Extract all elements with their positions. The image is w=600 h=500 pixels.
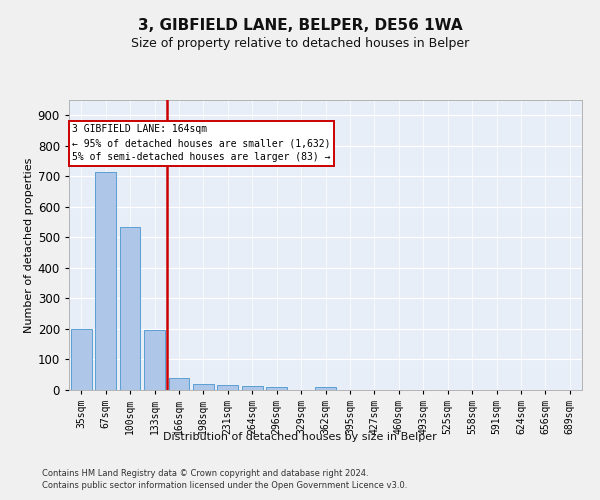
Text: Distribution of detached houses by size in Belper: Distribution of detached houses by size …: [163, 432, 437, 442]
Y-axis label: Number of detached properties: Number of detached properties: [23, 158, 34, 332]
Bar: [315, 387, 336, 390]
Text: Contains public sector information licensed under the Open Government Licence v3: Contains public sector information licen…: [42, 481, 407, 490]
Bar: [119, 226, 140, 390]
Bar: [217, 386, 238, 390]
Text: 3 GIBFIELD LANE: 164sqm
← 95% of detached houses are smaller (1,632)
5% of semi-: 3 GIBFIELD LANE: 164sqm ← 95% of detache…: [72, 124, 331, 162]
Bar: [193, 384, 214, 390]
Text: 3, GIBFIELD LANE, BELPER, DE56 1WA: 3, GIBFIELD LANE, BELPER, DE56 1WA: [137, 18, 463, 32]
Bar: [169, 378, 190, 390]
Bar: [144, 330, 165, 390]
Bar: [266, 387, 287, 390]
Bar: [71, 329, 92, 390]
Bar: [242, 386, 263, 390]
Text: Size of property relative to detached houses in Belper: Size of property relative to detached ho…: [131, 38, 469, 51]
Bar: [95, 172, 116, 390]
Text: Contains HM Land Registry data © Crown copyright and database right 2024.: Contains HM Land Registry data © Crown c…: [42, 469, 368, 478]
